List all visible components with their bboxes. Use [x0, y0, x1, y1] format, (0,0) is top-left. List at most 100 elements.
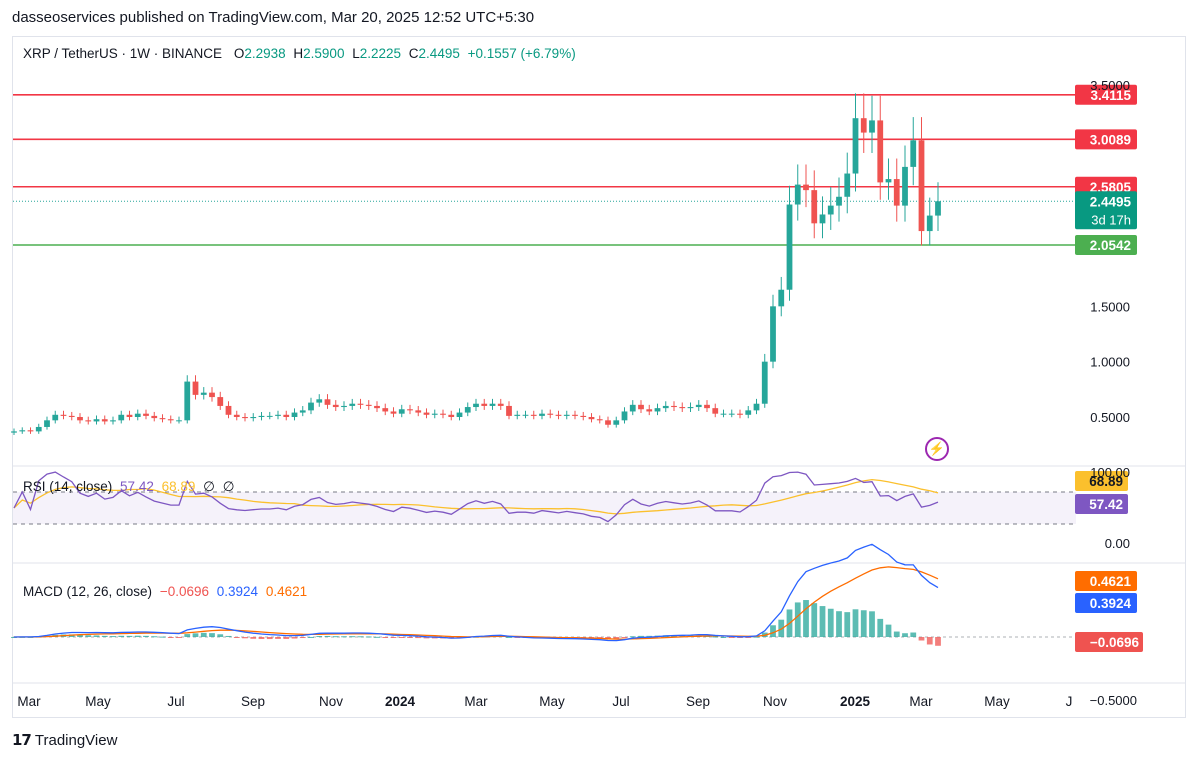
x-tick-label: 2024: [385, 694, 416, 709]
candle-body: [184, 381, 191, 421]
macd-hist-bar: [167, 637, 174, 638]
macd-hist-bar: [126, 635, 133, 637]
macd-hist-bar: [770, 625, 776, 637]
symbol-legend[interactable]: XRP / TetherUS · 1W · BINANCE O2.2938 H2…: [23, 46, 580, 61]
candle-body: [398, 409, 405, 414]
tradingview-logo[interactable]: 17 TradingView: [12, 731, 117, 749]
macd-hist-bar: [679, 635, 686, 637]
candle-body: [242, 417, 248, 419]
x-tick-label: May: [984, 694, 1010, 709]
close-label: C: [408, 46, 419, 61]
candle-body: [935, 201, 941, 216]
candle-body: [530, 414, 537, 416]
candle-body: [654, 408, 661, 412]
candle-body: [258, 415, 265, 417]
candle-body: [877, 120, 884, 183]
x-tick-label: Jul: [612, 694, 629, 709]
high-value: 2.5900: [303, 46, 345, 61]
level-badge: [1075, 129, 1137, 150]
macd-hist-bar: [423, 637, 430, 639]
candle-body: [638, 404, 644, 410]
macd-hist-bar: [101, 635, 108, 637]
candle-body: [283, 414, 290, 417]
candle-body: [819, 214, 826, 224]
macd-hist-bar: [283, 637, 290, 639]
candle-body: [176, 420, 182, 422]
macd-legend[interactable]: MACD (12, 26, close) −0.0696 0.3924 0.46…: [23, 584, 311, 599]
candle-body: [926, 215, 933, 232]
macd-legend-signal: 0.4621: [265, 584, 308, 599]
flash-icon[interactable]: ⚡: [925, 437, 949, 461]
change-value: +0.1557 (+6.79%): [467, 46, 576, 61]
candle-body: [233, 414, 240, 417]
candle-body: [357, 403, 364, 405]
candle-body: [497, 403, 504, 406]
candle-body: [728, 413, 735, 415]
candle-body: [275, 414, 281, 416]
candle-body: [110, 420, 116, 422]
macd-hist-bar: [926, 637, 933, 645]
candle-body: [745, 410, 752, 415]
level-label: 2.5805: [1090, 180, 1132, 195]
macd-hist-bar: [407, 637, 413, 638]
publisher-line: dasseoservices published on TradingView.…: [12, 9, 535, 26]
candle-body: [126, 414, 133, 417]
price-tick-label: 1.5000: [1090, 299, 1130, 314]
candle-body: [134, 413, 141, 417]
macd-hist-bar: [151, 636, 158, 638]
candle-body: [836, 196, 842, 206]
macd-hist-bar: [390, 637, 397, 638]
rsi-value-badge: [1075, 494, 1128, 514]
macd-hist-bar: [357, 636, 364, 638]
candle-body: [778, 289, 785, 307]
low-value: 2.2225: [359, 46, 402, 61]
macd-hist-bar: [217, 634, 224, 637]
macd-value-badge-label: 0.3924: [1090, 596, 1132, 611]
candle-body: [613, 420, 620, 425]
candle-body: [11, 431, 17, 433]
candle-body: [489, 403, 496, 406]
candle-body: [299, 410, 306, 413]
open-value: 2.2938: [244, 46, 286, 61]
candle-body: [910, 140, 917, 167]
macd-hist-bar: [159, 636, 166, 638]
candle-body: [415, 410, 422, 413]
price-tick-label: 1.0000: [1090, 355, 1130, 370]
x-tick-label: 2025: [840, 694, 871, 709]
macd-hist-bar: [275, 637, 281, 639]
macd-hist-bar: [209, 633, 215, 637]
x-tick-label: Sep: [686, 694, 710, 709]
level-label: 2.0542: [1090, 238, 1131, 253]
candle-body: [893, 179, 900, 206]
macd-hist-bar: [110, 636, 116, 638]
rsi-legend[interactable]: RSI (14, close) 57.42 68.89 ∅ ∅: [23, 479, 238, 495]
chart-frame: [12, 36, 1186, 718]
last-price-label: 2.4495: [1090, 194, 1132, 209]
candle-body: [60, 414, 67, 416]
macd-hist-bar: [233, 637, 240, 638]
candle-body: [869, 120, 875, 133]
candle-body: [580, 415, 587, 417]
macd-hist-bar: [266, 637, 273, 640]
x-tick-label: May: [85, 694, 111, 709]
candle-body: [77, 417, 83, 421]
macd-hist-bar: [85, 635, 92, 637]
macd-legend-macd: 0.3924: [216, 584, 259, 599]
candle-body: [720, 413, 727, 415]
macd-hist-bar: [134, 635, 141, 637]
candle-body: [885, 179, 892, 183]
macd-hist-bar: [902, 633, 908, 637]
candle-body: [266, 415, 273, 417]
tradingview-logo-icon: 17: [12, 731, 32, 749]
candle-body: [167, 419, 174, 421]
x-tick-label: Mar: [909, 694, 933, 709]
x-tick-label: Mar: [17, 694, 41, 709]
macd-hist-bar: [737, 637, 743, 638]
open-label: O: [233, 46, 245, 61]
macd-hist-bar: [646, 635, 653, 637]
macd-hist-bar: [893, 631, 900, 637]
macd-hist-bar: [291, 637, 298, 639]
low-label: L: [352, 46, 360, 61]
rsi-legend-ma: 68.89: [161, 479, 196, 494]
